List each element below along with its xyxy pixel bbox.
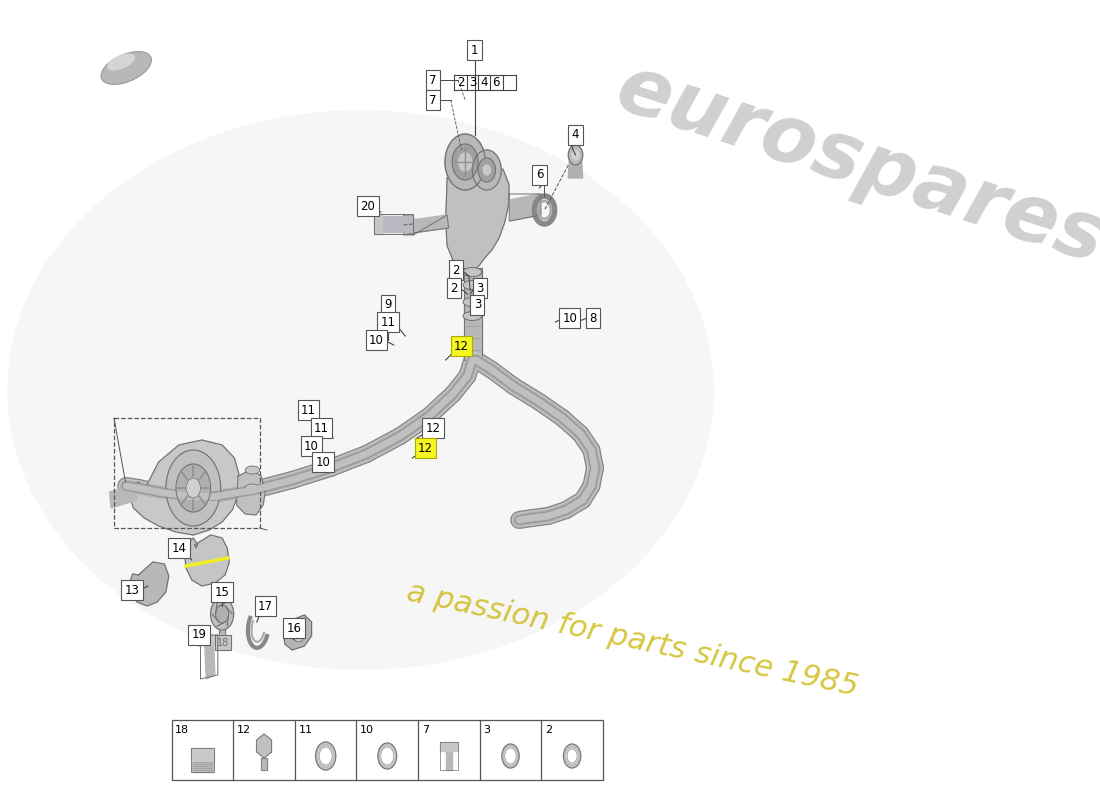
Polygon shape: [130, 562, 168, 606]
Ellipse shape: [463, 311, 482, 321]
Text: 8: 8: [590, 311, 596, 325]
Circle shape: [316, 742, 336, 770]
Text: 3: 3: [476, 282, 483, 294]
Text: 11: 11: [315, 422, 329, 434]
Polygon shape: [284, 615, 311, 650]
Polygon shape: [446, 158, 509, 272]
Polygon shape: [130, 440, 240, 535]
Polygon shape: [110, 484, 138, 508]
Text: 18: 18: [217, 638, 229, 648]
Polygon shape: [374, 214, 382, 234]
Polygon shape: [185, 535, 229, 586]
Circle shape: [210, 598, 233, 630]
Text: 2: 2: [452, 263, 460, 277]
Text: 10: 10: [368, 334, 384, 346]
Text: 10: 10: [304, 439, 319, 453]
Text: 6: 6: [536, 169, 543, 182]
Polygon shape: [219, 592, 225, 648]
Circle shape: [502, 744, 519, 768]
Polygon shape: [191, 748, 214, 761]
Text: 14: 14: [172, 542, 186, 554]
Circle shape: [378, 743, 397, 769]
Polygon shape: [192, 761, 212, 772]
Ellipse shape: [8, 110, 714, 670]
Circle shape: [446, 134, 485, 190]
Ellipse shape: [463, 281, 482, 290]
Text: 3: 3: [470, 75, 476, 89]
Ellipse shape: [245, 484, 260, 492]
Ellipse shape: [463, 267, 482, 277]
Polygon shape: [261, 758, 267, 770]
Circle shape: [472, 150, 502, 190]
Text: 12: 12: [236, 725, 251, 735]
Text: 11: 11: [381, 315, 396, 329]
Text: 10: 10: [360, 725, 374, 735]
Text: 4: 4: [481, 75, 487, 89]
Polygon shape: [205, 640, 214, 679]
Circle shape: [569, 145, 583, 165]
Polygon shape: [200, 635, 218, 645]
Circle shape: [563, 744, 581, 768]
Polygon shape: [256, 734, 272, 758]
Polygon shape: [404, 215, 414, 235]
Text: eurospares: eurospares: [606, 50, 1100, 281]
Text: 13: 13: [124, 583, 140, 597]
Circle shape: [319, 747, 332, 765]
Text: 7: 7: [429, 74, 437, 86]
Polygon shape: [440, 742, 458, 751]
Text: 11: 11: [301, 403, 316, 417]
Circle shape: [572, 150, 579, 160]
Text: 2: 2: [458, 75, 464, 89]
Text: 12: 12: [454, 339, 469, 353]
Text: 7: 7: [429, 94, 437, 106]
Text: 16: 16: [287, 622, 301, 634]
Circle shape: [293, 624, 305, 642]
Polygon shape: [509, 194, 541, 221]
Polygon shape: [464, 268, 482, 360]
Circle shape: [186, 478, 200, 498]
Text: 1: 1: [471, 43, 478, 57]
Polygon shape: [411, 215, 449, 233]
Text: 20: 20: [361, 199, 375, 213]
Polygon shape: [446, 751, 452, 770]
Text: 10: 10: [562, 311, 578, 325]
Text: 9: 9: [384, 298, 392, 311]
Text: 12: 12: [418, 442, 433, 454]
Circle shape: [505, 748, 516, 764]
Circle shape: [568, 749, 578, 763]
Text: 15: 15: [214, 586, 230, 598]
Circle shape: [478, 158, 495, 182]
Text: 7: 7: [421, 725, 429, 735]
FancyBboxPatch shape: [172, 720, 603, 780]
Polygon shape: [236, 470, 265, 515]
Polygon shape: [382, 216, 412, 232]
Circle shape: [452, 144, 478, 180]
Polygon shape: [569, 155, 583, 178]
Text: 12: 12: [426, 422, 440, 434]
Text: 3: 3: [474, 298, 481, 311]
Circle shape: [381, 747, 394, 765]
Text: 18: 18: [175, 725, 189, 735]
Text: 19: 19: [191, 629, 207, 642]
Polygon shape: [214, 635, 231, 650]
Text: 11: 11: [298, 725, 312, 735]
Circle shape: [216, 605, 229, 623]
Text: 4: 4: [572, 129, 580, 142]
Circle shape: [459, 153, 472, 171]
Text: a passion for parts since 1985: a passion for parts since 1985: [404, 578, 861, 702]
Ellipse shape: [245, 466, 260, 474]
Circle shape: [483, 165, 491, 175]
Text: 10: 10: [316, 455, 330, 469]
Circle shape: [176, 464, 210, 512]
Ellipse shape: [107, 54, 135, 70]
Circle shape: [166, 450, 221, 526]
Text: 17: 17: [257, 599, 273, 613]
Text: 2: 2: [451, 282, 458, 294]
Text: 2: 2: [544, 725, 552, 735]
Ellipse shape: [101, 51, 152, 85]
Text: 3: 3: [483, 725, 491, 735]
Text: 6: 6: [493, 75, 499, 89]
Ellipse shape: [463, 298, 482, 306]
